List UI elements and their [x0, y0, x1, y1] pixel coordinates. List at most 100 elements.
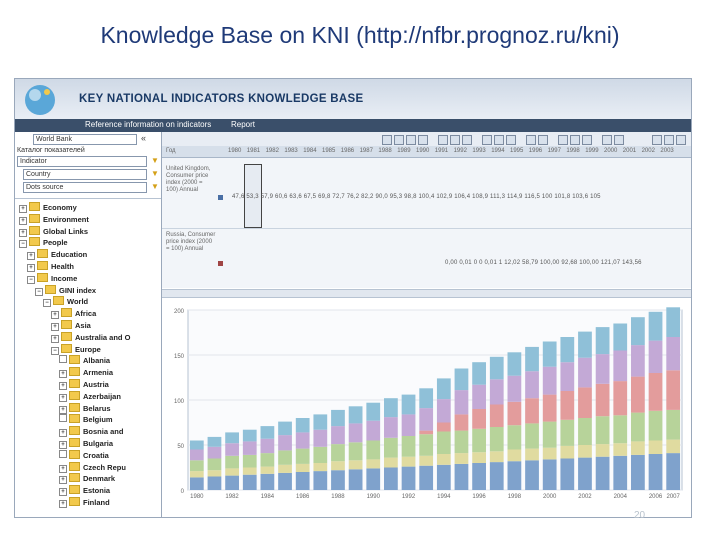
expand-toggle-icon[interactable] — [59, 355, 67, 364]
filter-period-icon[interactable]: ▼ — [151, 182, 159, 191]
tree-item[interactable]: + Bosnia and — [59, 426, 123, 438]
print-icon[interactable] — [394, 135, 404, 145]
expand-toggle-icon[interactable]: + — [19, 228, 27, 237]
year-header[interactable]: 1990 — [416, 148, 430, 154]
indicator-select[interactable]: Indicator — [17, 156, 147, 167]
tree-item[interactable]: − Income — [27, 272, 77, 284]
collapse-panel-icon[interactable]: « — [141, 133, 147, 143]
year-header[interactable]: 1991 — [434, 148, 449, 154]
tree-item[interactable]: + Economy — [19, 202, 77, 213]
expand-toggle-icon[interactable]: + — [27, 264, 35, 272]
tree-item[interactable]: − Europe — [51, 343, 101, 355]
menu-reference-info[interactable]: Reference information on indicators — [85, 120, 212, 129]
year-header[interactable]: 1987 — [359, 148, 373, 154]
collapse-toggle-icon[interactable]: − — [43, 299, 51, 308]
expand-toggle-icon[interactable] — [59, 414, 67, 423]
tree-item[interactable]: Croatia — [59, 449, 109, 461]
year-header[interactable]: 1998 — [566, 148, 580, 154]
bar-chart-icon[interactable] — [558, 135, 568, 145]
year-header[interactable]: 1980 — [228, 148, 242, 154]
tree-item[interactable]: + Austria — [59, 379, 109, 390]
year-header[interactable]: 1994 — [491, 148, 505, 154]
year-header[interactable]: 1989 — [397, 148, 411, 154]
year-header[interactable]: 1983 — [284, 148, 298, 154]
tree-item[interactable]: + Health — [27, 261, 74, 272]
expand-toggle-icon[interactable]: + — [59, 500, 67, 508]
tree-item[interactable]: + Environment — [19, 213, 89, 225]
menu-report[interactable]: Report — [231, 120, 256, 129]
sort-desc-icon[interactable] — [494, 135, 504, 145]
sort-asc-icon[interactable] — [482, 135, 492, 145]
help-icon[interactable] — [614, 135, 624, 145]
filter-indicator-icon[interactable]: ▼ — [151, 156, 159, 165]
chat-icon[interactable] — [652, 135, 662, 145]
expand-toggle-icon[interactable]: + — [59, 429, 67, 438]
collapse-toggle-icon[interactable]: − — [27, 275, 35, 284]
expand-toggle-icon[interactable]: + — [59, 393, 67, 402]
expand-toggle-icon[interactable]: + — [19, 216, 27, 225]
expand-toggle-icon[interactable]: + — [59, 476, 67, 485]
expand-toggle-icon[interactable]: + — [59, 464, 67, 473]
year-header[interactable]: 2003 — [660, 148, 674, 154]
tree-item[interactable]: + Africa — [51, 308, 96, 320]
info-icon[interactable] — [676, 135, 686, 145]
tree-item[interactable]: Belgium — [59, 414, 113, 425]
country-select[interactable]: Country — [23, 169, 147, 180]
tree-item[interactable]: Albania — [59, 355, 110, 366]
collapse-toggle-icon[interactable]: − — [35, 287, 43, 296]
expand-toggle-icon[interactable]: + — [59, 488, 67, 497]
excel-icon[interactable] — [418, 135, 428, 145]
year-header[interactable]: 1985 — [322, 148, 336, 154]
year-header[interactable]: 1984 — [303, 148, 317, 154]
map-view-icon[interactable] — [462, 135, 472, 145]
collapse-toggle-icon[interactable]: − — [51, 346, 59, 355]
tree-item[interactable]: + Asia — [51, 320, 91, 331]
year-header[interactable]: 1982 — [265, 148, 279, 154]
tree-item[interactable]: + Bulgaria — [59, 438, 113, 449]
tree-item[interactable]: + Denmark — [59, 473, 115, 485]
filter-icon[interactable] — [506, 135, 516, 145]
expand-toggle-icon[interactable]: + — [19, 205, 27, 213]
tree-item[interactable]: − GINI index — [35, 284, 96, 296]
tree-item[interactable]: + Australia and O — [51, 331, 130, 343]
year-header[interactable]: 1996 — [528, 148, 543, 154]
zoom-in-icon[interactable] — [526, 135, 536, 145]
save-icon[interactable] — [382, 135, 392, 145]
tree-item[interactable]: + Estonia — [59, 485, 110, 497]
table-view-icon[interactable] — [438, 135, 448, 145]
settings-icon[interactable] — [602, 135, 612, 145]
expand-toggle-icon[interactable]: + — [51, 311, 59, 320]
year-header[interactable]: 2002 — [641, 148, 655, 154]
horizontal-scrollbar[interactable] — [162, 289, 691, 297]
year-header[interactable]: 1997 — [547, 148, 561, 154]
year-header[interactable]: 1981 — [246, 148, 261, 154]
tree-item[interactable]: + Armenia — [59, 367, 113, 379]
expand-toggle-icon[interactable]: + — [27, 252, 35, 261]
expand-toggle-icon[interactable]: + — [59, 382, 67, 390]
tree-item[interactable]: + Finland — [59, 497, 110, 508]
refresh-icon[interactable] — [664, 135, 674, 145]
tree-item[interactable]: + Belarus — [59, 402, 111, 414]
year-header[interactable]: 2001 — [622, 148, 637, 154]
period-select[interactable]: Dots source — [23, 182, 147, 193]
pie-chart-icon[interactable] — [582, 135, 592, 145]
tree-item[interactable]: + Global Links — [19, 225, 88, 237]
expand-toggle-icon[interactable]: + — [59, 441, 67, 449]
tree-item[interactable]: − World — [43, 296, 88, 308]
year-header[interactable]: 1999 — [585, 148, 599, 154]
year-header[interactable]: 1986 — [340, 148, 355, 154]
chart-view-icon[interactable] — [450, 135, 460, 145]
database-select[interactable]: World Bank — [33, 134, 137, 145]
year-header[interactable]: 1995 — [510, 148, 524, 154]
expand-toggle-icon[interactable] — [59, 449, 67, 458]
tree-item[interactable]: + Czech Repu — [59, 461, 126, 473]
expand-toggle-icon[interactable]: + — [59, 405, 67, 414]
export-icon[interactable] — [406, 135, 416, 145]
zoom-out-icon[interactable] — [538, 135, 548, 145]
year-header[interactable]: 2000 — [604, 148, 618, 154]
expand-toggle-icon[interactable]: + — [59, 370, 67, 379]
year-header[interactable]: 1993 — [472, 148, 486, 154]
tree-item[interactable]: + Education — [27, 249, 87, 261]
selected-column[interactable] — [244, 164, 262, 228]
year-header[interactable]: 1988 — [378, 148, 392, 154]
